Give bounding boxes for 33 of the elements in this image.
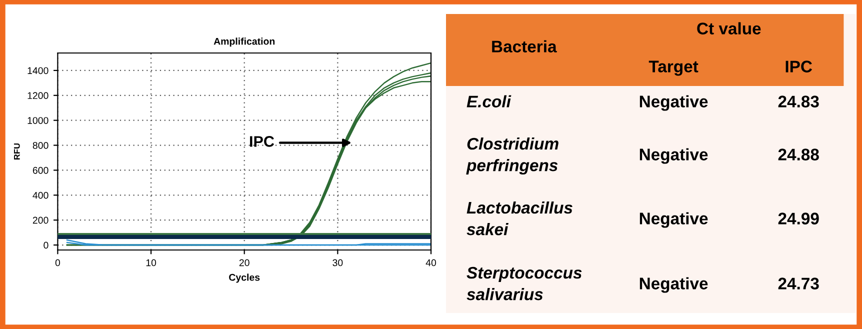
y-tick-label: 600: [32, 166, 48, 174]
text: Lactobacillus sakei: [466, 201, 572, 236]
text: Clostridium perfringens: [466, 137, 558, 175]
y-tick-label: 800: [32, 142, 48, 149]
text: 24.83: [778, 96, 819, 108]
x-tick-label: 20: [239, 259, 250, 266]
text: 24.73: [778, 278, 819, 290]
x-tick-label: 40: [426, 259, 436, 266]
text: Sterptococcus salivarius: [466, 266, 582, 300]
chart-title: Amplification: [214, 38, 275, 47]
text: Target: [648, 60, 698, 76]
text: Bacteria: [492, 40, 557, 52]
y-tick-label: 200: [32, 216, 48, 224]
text: E.coli: [466, 95, 512, 108]
text: Negative: [640, 212, 708, 228]
x-tick-label: 0: [55, 259, 60, 266]
text: Ct value: [697, 22, 761, 34]
text: Negative: [640, 277, 708, 293]
text: IPC: [786, 60, 812, 72]
y-tick-label: 1200: [28, 92, 48, 100]
y-tick-label: 1400: [28, 67, 48, 74]
text: Negative: [640, 148, 708, 164]
y-tick-label: 400: [32, 192, 48, 199]
annotation: IPC: [250, 136, 274, 147]
text: 24.99: [778, 212, 819, 224]
x-tick-label: 10: [146, 259, 156, 266]
x-tick-label: 30: [332, 259, 343, 266]
y-axis-title: RFU: [14, 143, 20, 160]
y-tick-label: 0: [44, 242, 48, 249]
text: Negative: [640, 95, 708, 111]
y-tick-label: 1000: [28, 117, 48, 124]
text: 24.88: [778, 148, 819, 160]
x-axis-title: Cycles: [229, 274, 260, 283]
